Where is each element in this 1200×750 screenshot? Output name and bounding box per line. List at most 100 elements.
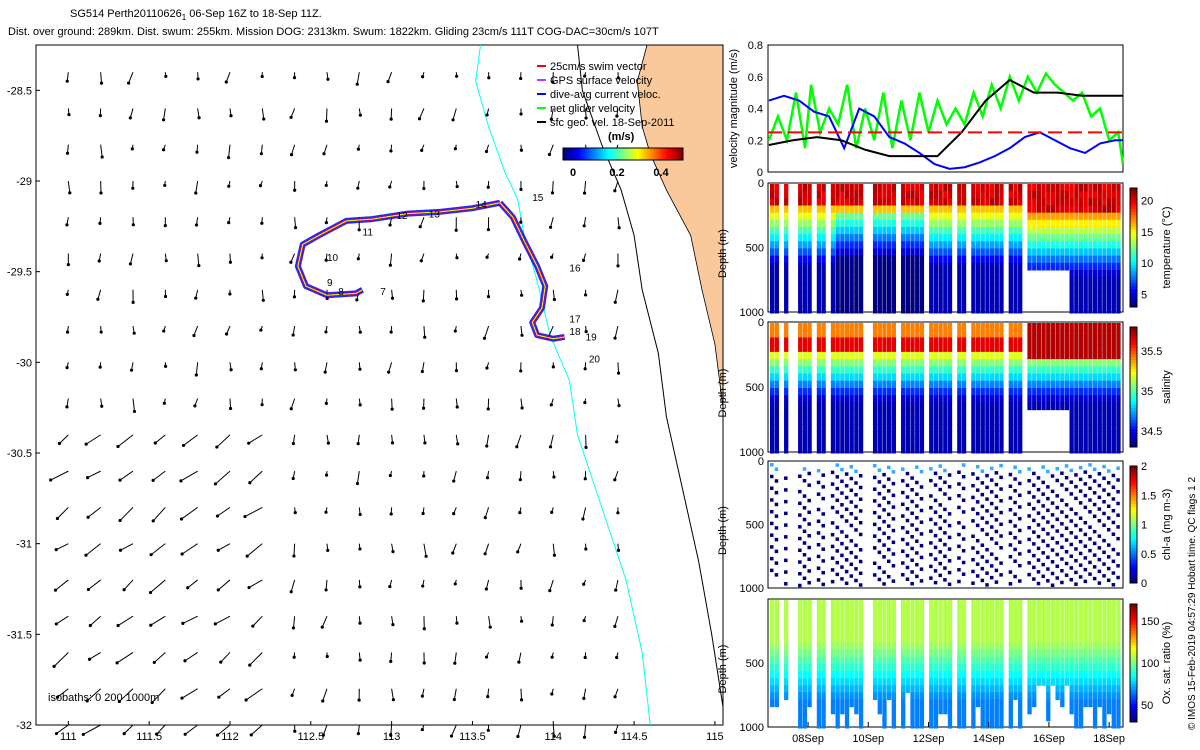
salinity-section-cell — [933, 388, 939, 396]
oxygen-section-cell — [858, 720, 864, 729]
x-tick-label: 112 — [221, 731, 239, 743]
current-vector-head — [486, 295, 491, 299]
temperature-section-cell — [784, 305, 789, 314]
temperature-section-colorbar-cell — [1130, 238, 1137, 243]
oxygen-section-cell — [835, 621, 840, 629]
chla-section-cell — [1069, 519, 1074, 523]
oxygen-section-cell — [1083, 692, 1088, 701]
temperature-section-cell — [910, 184, 915, 192]
temperature-section-cell — [1097, 305, 1102, 314]
temperature-section-cell — [985, 277, 990, 285]
temperature-section-cell — [802, 248, 808, 257]
current-vector — [195, 362, 199, 376]
temperature-section-cell — [1013, 262, 1018, 271]
salinity-section-cell — [1106, 424, 1112, 432]
oxygen-section-cell — [919, 678, 925, 686]
chla-section-cell — [816, 554, 821, 559]
salinity-section-cell — [980, 330, 985, 338]
salinity-section-cell — [989, 431, 995, 440]
temperature-section-cell — [1111, 270, 1116, 278]
salinity-section-cell — [798, 438, 803, 447]
salinity-section-cell — [1106, 438, 1112, 447]
temperature-section-cell — [1055, 241, 1060, 249]
salinity-section-cell — [961, 337, 967, 346]
chla-section-cell — [1013, 559, 1017, 563]
temperature-section-colorbar-cell — [1130, 199, 1137, 204]
current-vector-head — [260, 74, 264, 79]
chla-section-cell — [901, 502, 905, 507]
current-vector-head — [484, 149, 489, 154]
temperature-section-cell — [816, 248, 822, 257]
oxygen-section-cell — [854, 692, 859, 701]
temperature-section-cell — [947, 198, 953, 206]
temperature-section-cell — [1116, 248, 1121, 257]
temperature-section-cell — [999, 291, 1004, 300]
salinity-section-colorbar-cell — [1130, 432, 1137, 436]
oxygen-section-cell — [1092, 664, 1098, 672]
temperature-section-cell — [1106, 291, 1112, 300]
colorbar-cell — [659, 148, 662, 160]
temperature-section-cell — [1018, 219, 1023, 228]
salinity-section-cell — [1074, 351, 1079, 360]
salinity-section-cell — [1055, 323, 1060, 331]
current-vector-head — [388, 584, 392, 589]
temperature-section-cell — [915, 241, 920, 249]
temperature-section-cell — [802, 241, 808, 249]
salinity-section-cell — [858, 445, 864, 454]
salinity-section-cell — [1083, 395, 1088, 403]
chla-section-cell — [1092, 479, 1097, 483]
oxygen-section-cell — [816, 713, 822, 722]
chla-section-cell — [1064, 573, 1069, 577]
oxygen-section-cell — [985, 649, 990, 658]
temperature-section-cell — [854, 262, 859, 271]
oxygen-section-cell — [1050, 621, 1056, 629]
current-vector-head — [519, 698, 524, 702]
current-vector-head — [391, 698, 395, 702]
oxygen-section-cell — [1106, 600, 1112, 608]
temperature-section-cell — [840, 277, 845, 285]
temperature-section-cell — [919, 212, 925, 221]
oxygen-section-cell — [807, 621, 812, 629]
salinity-section-colorbar-cell — [1130, 378, 1137, 382]
salinity-section-cell — [957, 373, 962, 382]
current-vector-head — [582, 582, 586, 586]
oxygen-section-cell — [947, 628, 953, 637]
temperature-section-cell — [943, 291, 948, 300]
chla-section-cell — [774, 490, 779, 495]
salinity-section-cell — [1078, 323, 1084, 331]
temperature-section-cell — [943, 270, 948, 278]
current-vector-head — [454, 297, 459, 301]
temperature-section-cell — [891, 248, 896, 257]
temperature-section-cell — [802, 227, 808, 235]
chla-section-cell — [1046, 543, 1050, 548]
chla-section-cell — [1111, 485, 1116, 490]
oxygen-section-cell — [816, 649, 822, 658]
salinity-section-cell — [915, 344, 920, 353]
salinity-section-cell — [1116, 424, 1121, 432]
oxygen-section-cell — [1050, 628, 1056, 637]
current-vector-head — [358, 403, 362, 407]
salinity-section-cell — [961, 409, 967, 418]
oxygen-section-cell — [1055, 664, 1060, 672]
oxygen-section-colorbar-cell — [1130, 621, 1137, 626]
chla-section-cell — [971, 581, 975, 585]
temperature-section-cell — [798, 277, 803, 285]
temperature-section-cell — [957, 270, 962, 278]
chla-section-cell — [1069, 566, 1074, 570]
current-vector-head — [81, 732, 85, 737]
salinity-section-cell — [849, 431, 854, 440]
salinity-section-colorbar-cell — [1130, 345, 1137, 349]
chla-section-cell — [999, 475, 1003, 480]
oxygen-section-cell — [1069, 671, 1074, 679]
salinity-section-cell — [1102, 351, 1107, 360]
chla-section-cell — [929, 552, 933, 557]
chla-section-cell — [1050, 474, 1055, 478]
salinity-section-cell — [989, 323, 995, 331]
salinity-section-clabel: salinity — [1161, 370, 1173, 404]
colorbar-cell — [591, 148, 594, 160]
salinity-section-cell — [844, 330, 850, 338]
chla-section-cell — [1060, 580, 1064, 585]
salinity-section-colorbar-cell — [1130, 429, 1137, 433]
temperature-section-cell — [985, 241, 990, 249]
chla-section-cell — [872, 499, 877, 503]
